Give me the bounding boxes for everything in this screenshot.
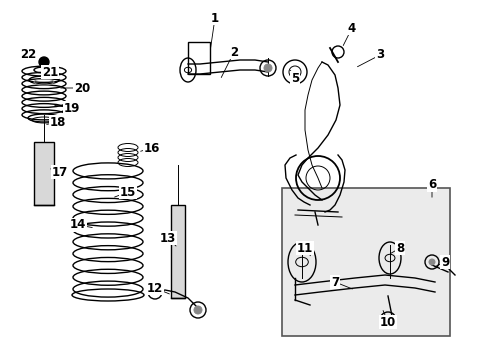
Circle shape: [39, 57, 49, 67]
Text: 13: 13: [160, 231, 176, 244]
Text: 11: 11: [296, 242, 312, 255]
Text: 17: 17: [52, 166, 68, 179]
Bar: [171, 205, 184, 298]
Text: 15: 15: [120, 185, 136, 198]
Text: 19: 19: [63, 102, 80, 114]
Bar: [34, 142, 54, 205]
Text: 21: 21: [42, 66, 58, 78]
Text: 5: 5: [290, 72, 299, 85]
Text: 14: 14: [70, 219, 86, 231]
Text: 2: 2: [229, 45, 238, 58]
Circle shape: [264, 64, 271, 72]
Text: 8: 8: [395, 242, 403, 255]
Text: 7: 7: [330, 275, 338, 288]
Text: 16: 16: [143, 141, 160, 154]
Text: 6: 6: [427, 179, 435, 192]
Bar: [282, 188, 449, 336]
Text: 22: 22: [20, 49, 36, 62]
Text: 9: 9: [440, 256, 448, 269]
Text: 18: 18: [50, 116, 66, 129]
Text: 12: 12: [146, 282, 163, 294]
Circle shape: [383, 316, 391, 324]
Text: 3: 3: [375, 49, 383, 62]
Circle shape: [428, 259, 434, 265]
Text: 20: 20: [74, 81, 90, 94]
Text: 1: 1: [210, 12, 219, 24]
Bar: [187, 42, 209, 74]
Text: 4: 4: [347, 22, 355, 35]
Circle shape: [194, 306, 202, 314]
Text: 10: 10: [379, 315, 395, 328]
